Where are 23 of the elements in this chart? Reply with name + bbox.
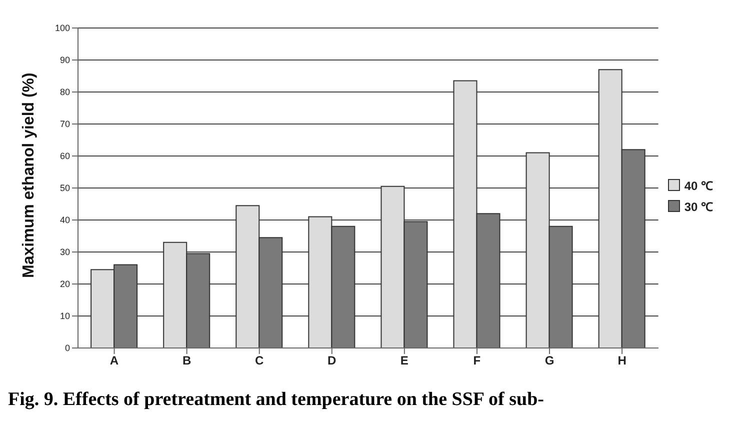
y-tick-label: 60	[60, 151, 70, 162]
y-tick-label: 30	[60, 247, 70, 258]
y-tick-label: 20	[60, 279, 70, 290]
y-tick-label: 80	[60, 87, 70, 98]
legend-label: 40 ℃	[684, 178, 713, 194]
legend-label: 30 ℃	[684, 198, 713, 214]
y-axis-title: Maximum ethanol yield (%)	[20, 72, 38, 278]
x-tick-label: B	[182, 354, 192, 368]
x-tick-label: F	[473, 354, 481, 368]
x-tick-label: G	[544, 354, 554, 368]
x-tick-label: C	[255, 354, 264, 368]
y-tick-label: 50	[60, 183, 70, 194]
x-tick-label: E	[400, 354, 408, 368]
y-tick-label: 70	[60, 119, 70, 130]
caption: Fig. 9. Effects of pretreatment and temperature on the SSF of sub-	[8, 389, 545, 411]
x-tick-label: A	[110, 354, 119, 368]
y-tick-label: 40	[60, 215, 70, 226]
x-tick-label: D	[328, 354, 337, 368]
y-tick-label: 10	[60, 311, 70, 322]
y-tick-label: 90	[60, 55, 70, 66]
x-tick-label: H	[618, 354, 626, 368]
y-tick-label: 0	[64, 343, 70, 354]
y-tick-label: 100	[54, 23, 70, 34]
